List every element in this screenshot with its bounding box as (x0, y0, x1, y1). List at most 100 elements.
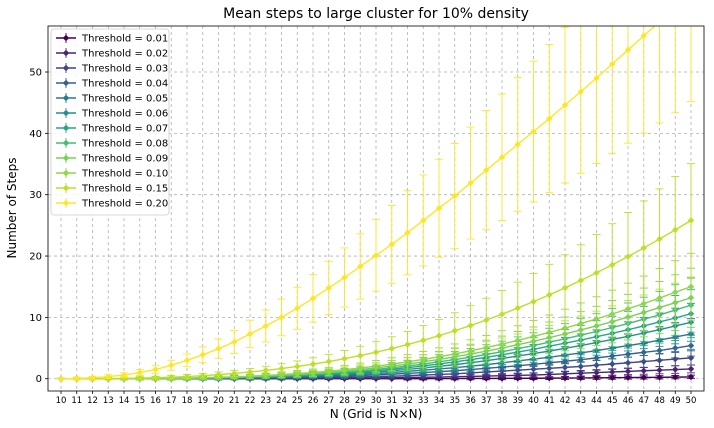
data-point (640, 244, 647, 252)
data-point (514, 304, 521, 312)
data-point (420, 217, 427, 224)
data-point (467, 373, 474, 380)
x-tick-label: 27 (323, 396, 334, 406)
x-tick-label: 28 (339, 396, 350, 406)
y-tick-label: 20 (29, 252, 42, 263)
data-point (467, 347, 474, 355)
legend-box (50, 28, 170, 216)
x-tick-label: 40 (528, 396, 539, 406)
data-point (656, 235, 663, 243)
data-point (672, 289, 679, 296)
series-clip (57, 26, 695, 382)
data-point (687, 283, 695, 290)
data-point (325, 367, 332, 375)
legend-label: Threshold = 0.04 (81, 79, 168, 90)
data-point (624, 359, 632, 366)
x-tick-label: 46 (623, 396, 634, 406)
x-tick-label: 43 (575, 396, 586, 406)
series-group (57, 26, 695, 382)
data-point (357, 352, 364, 359)
legend-marker (62, 199, 70, 207)
x-tick-label: 30 (371, 396, 382, 406)
data-point (435, 332, 443, 339)
x-tick-label: 35 (449, 396, 460, 406)
data-point (546, 291, 553, 299)
legend-label: Threshold = 0.10 (81, 169, 168, 180)
data-point (577, 370, 584, 377)
legend: Threshold = 0.01 Threshold = 0.02 Threshol… (50, 28, 170, 216)
data-point (624, 46, 632, 54)
data-point (73, 375, 80, 382)
data-point (309, 360, 317, 368)
x-tick-label: 47 (638, 396, 649, 406)
data-point (530, 128, 537, 135)
data-point (246, 372, 254, 380)
data-point (640, 367, 647, 374)
data-point (467, 322, 474, 329)
data-point (420, 356, 427, 363)
data-point (246, 330, 254, 338)
data-point (325, 284, 332, 292)
legend-marker (62, 169, 70, 177)
x-tick-label: 18 (182, 396, 193, 406)
x-ticks: 10 11 12 13 14 15 16 17 18 19 20 21 22 23 24 25 26 27 28 29… (56, 391, 696, 406)
legend-marker (62, 49, 70, 57)
data-point (57, 375, 65, 382)
data-point (561, 101, 569, 109)
data-point (483, 166, 490, 174)
data-point (325, 358, 332, 365)
data-point (609, 368, 616, 376)
data-point (309, 295, 317, 302)
data-point (687, 217, 695, 224)
data-point (561, 284, 569, 292)
data-point (624, 305, 632, 312)
data-point (609, 261, 616, 269)
data-point (120, 371, 128, 379)
x-tick-label: 49 (670, 396, 681, 406)
data-point (483, 316, 490, 324)
data-point (672, 226, 679, 234)
legend-label: Threshold = 0.05 (81, 94, 168, 105)
data-point (451, 192, 458, 200)
data-point (388, 345, 395, 352)
data-point (483, 344, 490, 351)
x-tick-label: 16 (150, 396, 161, 406)
x-tick-label: 15 (134, 396, 145, 406)
series-layer (57, 26, 695, 382)
data-point (624, 368, 632, 375)
data-point (388, 241, 395, 248)
x-tick-label: 44 (591, 396, 602, 406)
data-point (656, 294, 663, 302)
y-axis-label: Number of Steps (5, 158, 19, 259)
data-point (593, 74, 600, 82)
data-point (640, 358, 647, 365)
data-point (530, 333, 537, 340)
data-point (341, 274, 348, 281)
y-ticks: 0 10 20 30 40 50 (29, 68, 48, 385)
data-point (294, 363, 301, 370)
data-point (372, 349, 380, 356)
data-point (404, 358, 411, 366)
data-point (278, 314, 285, 321)
x-tick-label: 12 (87, 396, 98, 406)
y-tick-label: 10 (29, 313, 42, 324)
data-point (136, 369, 143, 376)
x-tick-label: 26 (308, 396, 319, 406)
x-tick-label: 20 (213, 396, 224, 406)
data-point (514, 141, 521, 148)
data-point (120, 375, 128, 382)
x-tick-label: 45 (607, 396, 618, 406)
legend-label: Threshold = 0.02 (81, 49, 168, 60)
data-point (561, 324, 569, 332)
data-point (640, 300, 647, 307)
legend-marker (62, 34, 70, 42)
y-tick-label: 30 (29, 190, 42, 201)
data-point (89, 374, 96, 382)
x-tick-label: 42 (560, 396, 571, 406)
data-point (593, 369, 600, 376)
x-tick-label: 48 (654, 396, 665, 406)
data-point (498, 154, 506, 161)
data-point (152, 366, 159, 373)
x-tick-label: 17 (166, 396, 177, 406)
